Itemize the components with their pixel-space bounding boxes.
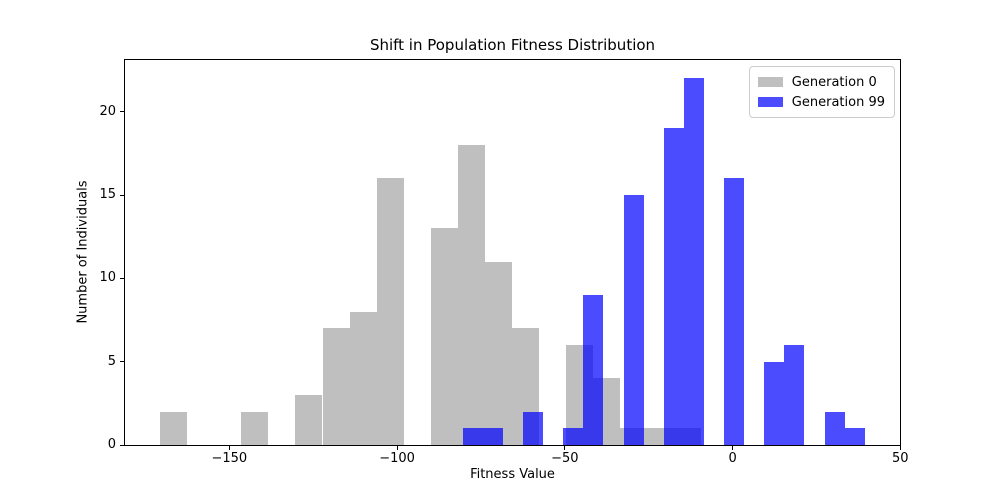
histogram-bar-generation-99 <box>462 428 483 445</box>
legend-entry-label: Generation 0 <box>791 74 877 90</box>
histogram-bar-generation-99 <box>844 428 865 445</box>
histogram-bar-generation-0 <box>160 411 188 445</box>
histogram-bar-generation-99 <box>663 128 684 445</box>
histogram-bar-generation-0 <box>295 395 323 445</box>
histogram-bar-generation-99 <box>523 411 544 445</box>
histogram-bar-generation-0 <box>457 145 485 445</box>
y-tick-label: 5 <box>107 353 116 369</box>
legend-color-swatch-icon <box>757 77 783 87</box>
y-tick-mark <box>120 444 124 446</box>
histogram-bar-generation-99 <box>623 195 644 445</box>
y-tick-label: 15 <box>99 187 116 202</box>
histogram-bar-generation-99 <box>482 428 503 445</box>
y-tick-mark <box>120 111 124 113</box>
x-tick-label: 50 <box>892 451 909 466</box>
legend-color-swatch-icon <box>757 97 783 107</box>
chart-title: Shift in Population Fitness Distribution <box>369 36 656 54</box>
histogram-bar-generation-99 <box>683 78 704 445</box>
y-tick-mark <box>120 277 124 279</box>
legend-entry: Generation 99 <box>757 92 885 112</box>
plot-area: Generation 0 Generation 99 <box>124 59 901 446</box>
histogram-bar-generation-0 <box>322 328 350 445</box>
y-tick-label: 20 <box>99 103 116 119</box>
x-tick-label: −150 <box>211 451 248 466</box>
x-tick-mark <box>228 446 230 450</box>
x-tick-mark <box>732 446 734 450</box>
x-tick-mark <box>564 446 566 450</box>
histogram-bar-generation-99 <box>764 361 785 445</box>
histogram-bar-generation-0 <box>376 178 404 445</box>
legend: Generation 0 Generation 99 <box>748 66 895 118</box>
x-tick-mark <box>899 446 901 450</box>
y-tick-label: 10 <box>99 270 116 286</box>
histogram-bar-generation-99 <box>724 178 745 445</box>
x-tick-label: −50 <box>551 451 579 466</box>
y-tick-mark <box>120 361 124 363</box>
histogram-bar-generation-0 <box>241 411 269 445</box>
histogram-bar-generation-99 <box>563 428 584 445</box>
y-tick-mark <box>120 194 124 196</box>
histogram-bar-generation-0 <box>430 228 458 445</box>
histogram-bar-generation-99 <box>583 295 604 445</box>
histogram-bar-generation-0 <box>484 261 512 445</box>
x-tick-label: −100 <box>379 451 415 466</box>
x-tick-mark <box>396 446 398 450</box>
x-axis-label: Fitness Value <box>470 467 555 482</box>
histogram-bar-generation-99 <box>784 345 805 445</box>
legend-entry-label: Generation 99 <box>791 94 885 110</box>
x-tick-label: 0 <box>728 451 737 466</box>
legend-entry: Generation 0 <box>757 72 885 92</box>
y-tick-label: 0 <box>107 437 116 452</box>
histogram-bar-generation-99 <box>824 411 845 445</box>
histogram-bar-generation-0 <box>349 311 377 445</box>
